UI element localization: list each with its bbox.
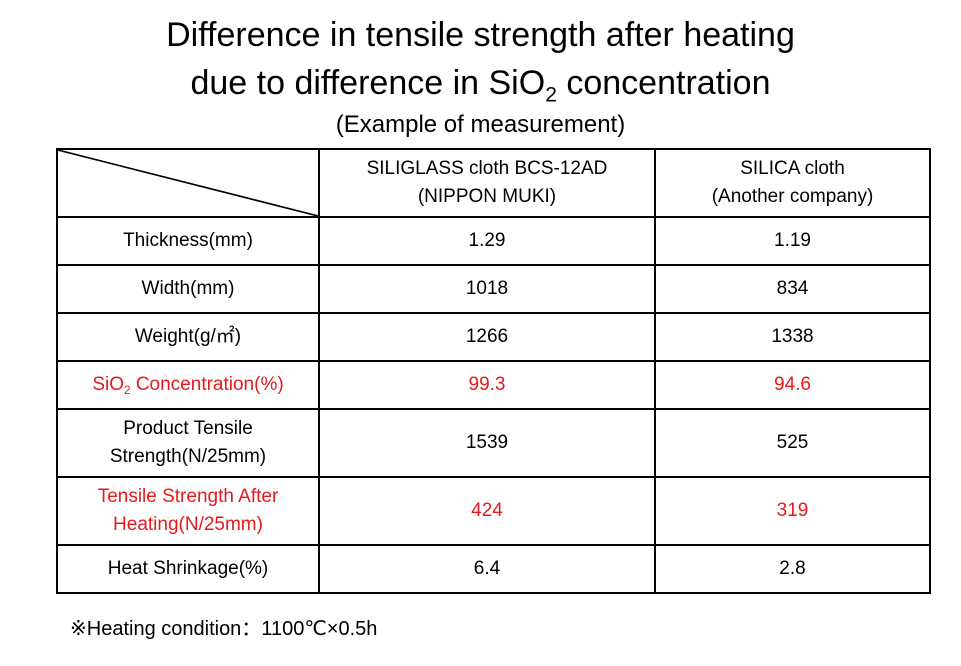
cell-value: 94.6	[654, 360, 931, 410]
table-row-sio2-concentration: SiO2 Concentration(%) 99.3 94.6	[56, 360, 931, 410]
row-label-sio: SiO	[92, 374, 124, 395]
table-row-weight: Weight(g/㎡) 1266 1338	[56, 312, 931, 362]
table-row-product-tensile-strength: Product Tensile Strength(N/25mm) 1539 52…	[56, 408, 931, 478]
row-label-line-1: Product Tensile	[123, 418, 253, 439]
table-row-heat-shrinkage: Heat Shrinkage(%) 6.4 2.8	[56, 544, 931, 594]
diagonal-divider	[58, 150, 318, 216]
cell-value: 1539	[318, 408, 656, 478]
cell-value: 1338	[654, 312, 931, 362]
column-header-siliglass-name: SILIGLASS cloth BCS-12AD	[366, 158, 608, 179]
header-corner-cell	[56, 148, 320, 218]
table-row-width: Width(mm) 1018 834	[56, 264, 931, 314]
column-header-siliglass-maker: (NIPPON MUKI)	[417, 186, 557, 207]
row-label: Weight(g/㎡)	[56, 312, 320, 362]
column-header-silica: SILICA cloth (Another company)	[654, 148, 931, 218]
table-row-thickness: Thickness(mm) 1.29 1.19	[56, 216, 931, 266]
row-label-line-2: Heating(N/25mm)	[113, 514, 263, 535]
page-title-line-2: due to difference in SiO2 concentration	[0, 59, 961, 107]
row-label: Tensile Strength After Heating(N/25mm)	[56, 476, 320, 546]
page-subtitle: (Example of measurement)	[335, 111, 626, 138]
row-label-line-1: Tensile Strength After	[97, 486, 279, 507]
column-header-silica-name: SILICA cloth	[740, 158, 845, 179]
table-row-tensile-after-heating: Tensile Strength After Heating(N/25mm) 4…	[56, 476, 931, 546]
row-label-concentration: Concentration(%)	[130, 374, 284, 395]
row-label: Heat Shrinkage(%)	[56, 544, 320, 594]
page-title-line-1: Difference in tensile strength after hea…	[166, 16, 795, 54]
cell-value: 2.8	[654, 544, 931, 594]
cell-value: 525	[654, 408, 931, 478]
table-header-row: SILIGLASS cloth BCS-12AD (NIPPON MUKI) S…	[56, 148, 931, 218]
row-label-line-2: Strength(N/25mm)	[109, 446, 267, 467]
row-label: Width(mm)	[56, 264, 320, 314]
cell-value: 834	[654, 264, 931, 314]
cell-value: 99.3	[318, 360, 656, 410]
title-line-2-tail: concentration	[556, 64, 771, 102]
heating-condition-note: ※Heating condition：1100℃×0.5h	[70, 618, 378, 640]
cell-value: 319	[654, 476, 931, 546]
row-label: SiO2 Concentration(%)	[56, 360, 320, 410]
cell-value: 1.19	[654, 216, 931, 266]
row-label-subscript: 2	[124, 384, 131, 398]
row-label: Thickness(mm)	[56, 216, 320, 266]
comparison-table: SILIGLASS cloth BCS-12AD (NIPPON MUKI) S…	[56, 148, 931, 594]
cell-value: 424	[318, 476, 656, 546]
cell-value: 1.29	[318, 216, 656, 266]
row-label: Product Tensile Strength(N/25mm)	[56, 408, 320, 478]
cell-value: 1266	[318, 312, 656, 362]
cell-value: 1018	[318, 264, 656, 314]
column-header-siliglass: SILIGLASS cloth BCS-12AD (NIPPON MUKI)	[318, 148, 656, 218]
title-subscript: 2	[545, 83, 557, 107]
column-header-silica-maker: (Another company)	[711, 186, 874, 207]
cell-value: 6.4	[318, 544, 656, 594]
title-line-2-text: due to difference in SiO	[190, 64, 546, 102]
